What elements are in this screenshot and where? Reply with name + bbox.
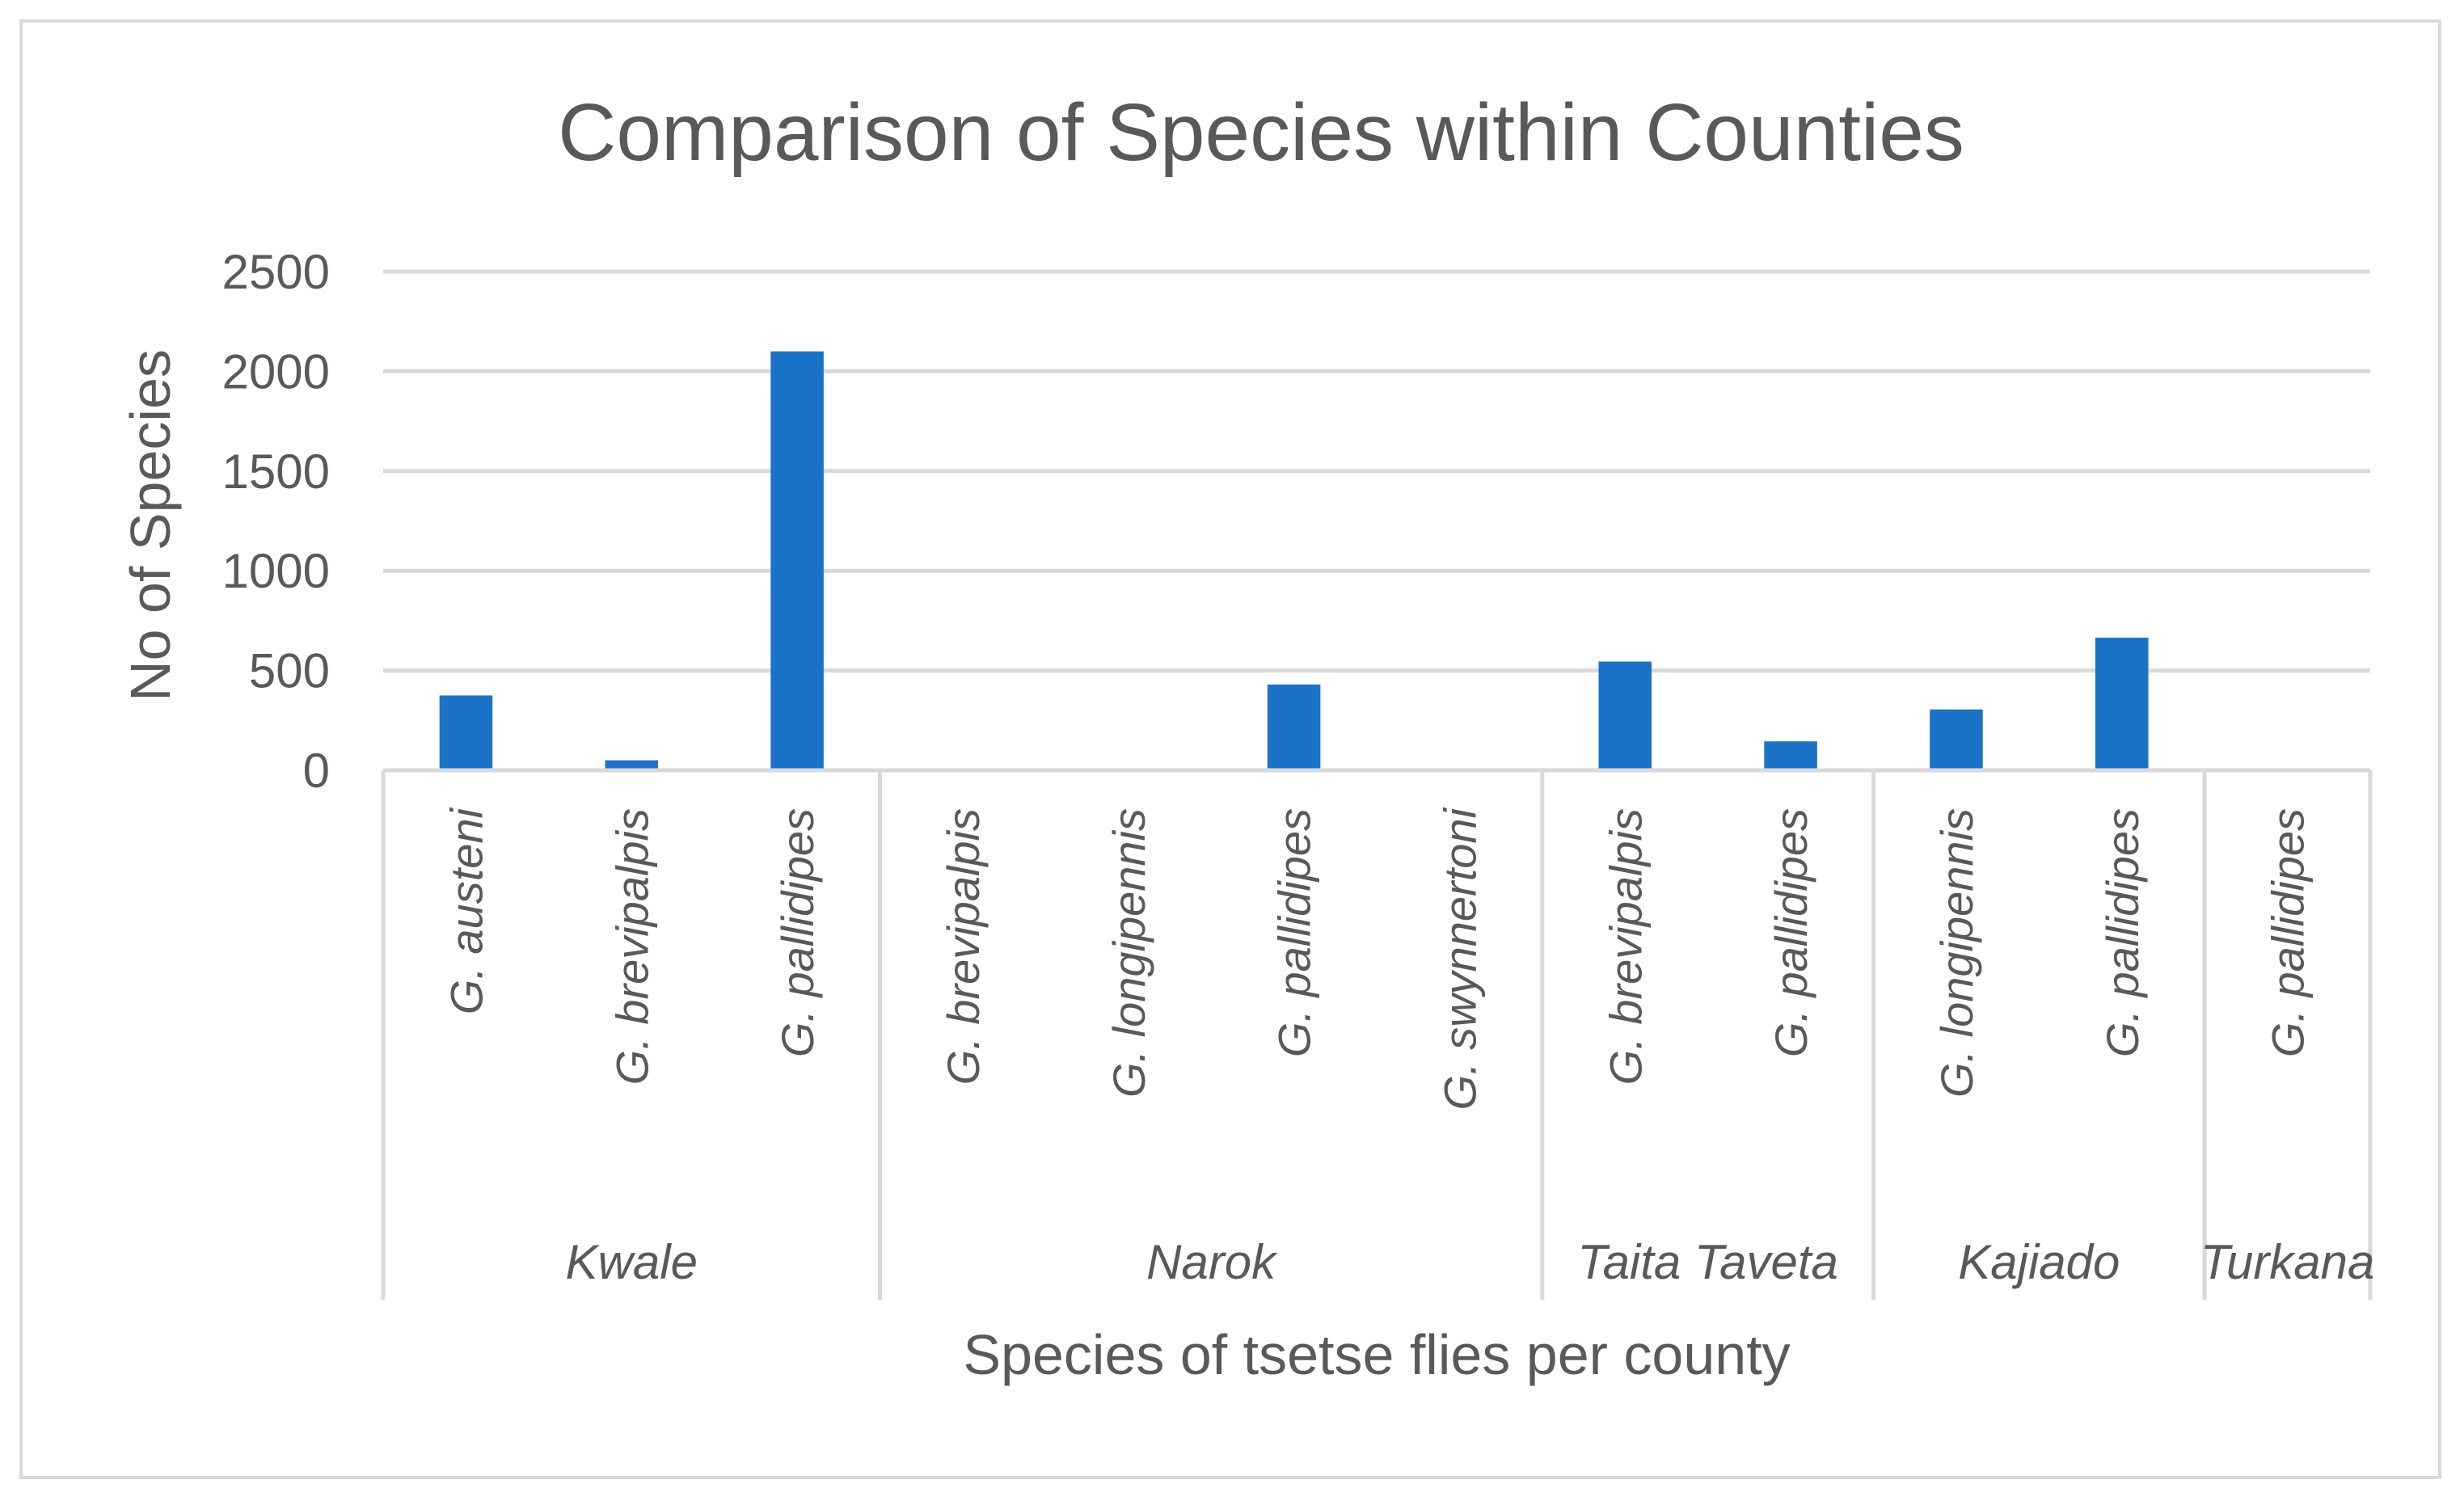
bar [605, 760, 659, 770]
y-tick-label: 2000 [222, 344, 330, 398]
category-label: G. longipennis [1931, 808, 1982, 1098]
y-tick-label: 1000 [222, 544, 330, 598]
group-label: Kwale [566, 1235, 698, 1289]
category-label: G. swynnertoni [1434, 807, 1485, 1110]
group-labels: Kwale Narok Taita Taveta Kajiado Turkana [566, 1235, 2375, 1289]
group-label: Kajiado [1958, 1235, 2120, 1289]
category-label: G. brevipalpis [606, 808, 657, 1085]
group-label: Taita Taveta [1577, 1235, 1837, 1289]
category-axis-lines [381, 768, 2373, 1300]
bar [1267, 684, 1321, 770]
y-axis-title: No of Species [119, 349, 182, 702]
y-tick-label: 2500 [222, 245, 330, 299]
bar [1930, 709, 1983, 770]
chart-title: Comparison of Species within Counties [558, 87, 1964, 178]
x-axis-title: Species of tsetse flies per county [963, 1323, 1790, 1386]
category-label: G. pallidipes [1269, 808, 1320, 1057]
bar [1764, 741, 1817, 770]
y-tick-label: 1500 [222, 445, 330, 499]
category-label: G. pallidipes [772, 808, 823, 1057]
bars [439, 351, 2314, 771]
category-label: G. pallidipes [2263, 808, 2314, 1057]
category-label: G. longipennis [1103, 808, 1154, 1098]
y-tick-label: 0 [303, 744, 330, 798]
group-label: Turkana [2200, 1235, 2375, 1289]
bar [1598, 661, 1652, 770]
bar [2095, 637, 2149, 770]
category-label: G. pallidipes [2097, 808, 2148, 1057]
y-axis-ticks: 0 500 1000 1500 2000 2500 [222, 245, 330, 798]
bar [770, 351, 824, 771]
category-label: G. brevipalpis [938, 808, 989, 1085]
category-labels: G. austeni G. brevipalpis G. pallidipes G. … [441, 807, 2313, 1110]
category-label: G. pallidipes [1766, 808, 1816, 1057]
group-label: Narok [1146, 1235, 1278, 1289]
chart-frame [19, 19, 2441, 1479]
bar [439, 695, 493, 770]
y-tick-label: 500 [249, 644, 330, 698]
category-label: G. brevipalpis [1600, 808, 1651, 1085]
gridlines [383, 269, 2370, 773]
category-label: G. austeni [441, 807, 492, 1014]
